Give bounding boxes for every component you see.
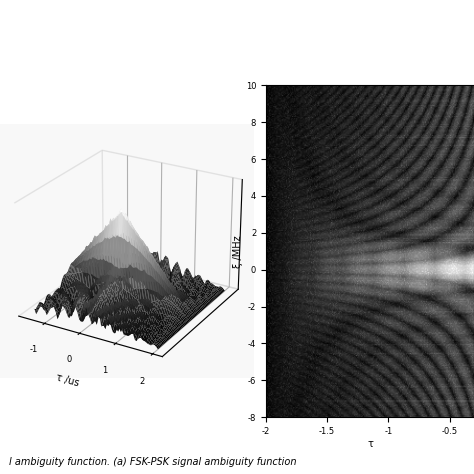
Y-axis label: ξ /MHz: ξ /MHz: [233, 235, 243, 267]
X-axis label: τ /us: τ /us: [55, 372, 80, 388]
Text: l ambiguity function. (a) FSK-PSK signal ambiguity function: l ambiguity function. (a) FSK-PSK signal…: [9, 456, 297, 466]
X-axis label: τ: τ: [367, 438, 373, 448]
